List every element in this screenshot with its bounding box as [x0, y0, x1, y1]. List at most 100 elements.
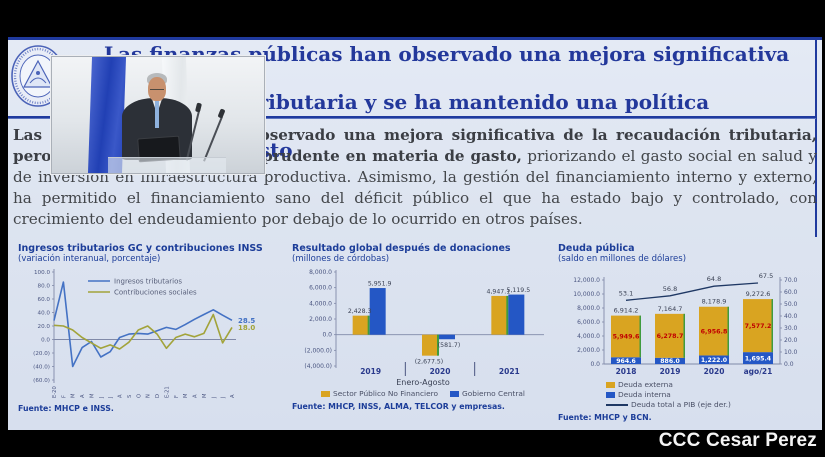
y-tick-label: (40.0)	[33, 365, 50, 371]
x-tick-label: M	[183, 394, 189, 398]
chart3-subtitle: (saldo en millones de dólares)	[558, 254, 687, 264]
x-category-label: ago/21	[744, 367, 773, 376]
bar-deuda-externa	[611, 315, 641, 358]
legend-swatch	[450, 390, 460, 397]
legend-label: Contribuciones sociales	[114, 289, 197, 297]
total-value-label: 7,164.7	[658, 305, 683, 313]
bar-edge	[727, 306, 729, 356]
bar-value-label: 5,119.5	[507, 287, 531, 294]
total-value-label: 8,178.9	[702, 298, 727, 306]
chart1-subtitle: (variación interanual, porcentaje)	[18, 254, 161, 264]
speaker-video-overlay	[51, 56, 265, 174]
chart2-plot: 8,000.0 6,000.0 4,000.0 2,000.0 0.0 (2,000.0)…	[304, 269, 544, 376]
total-value-label: 9,272.6	[746, 290, 771, 298]
chart-deuda-publica: Deuda pública (saldo en millones de dóla…	[558, 243, 824, 422]
y-tick-label: 4,000.0	[309, 300, 332, 307]
y-tick-label-left: 4,000.0	[577, 333, 600, 340]
camera-credit-watermark: CCC Cesar Perez	[658, 430, 817, 451]
legend-label: Deuda interna	[618, 390, 671, 399]
x-tick-label: E-21	[164, 386, 170, 398]
legend-item: Deuda externa	[606, 380, 673, 389]
legend-swatch	[321, 390, 331, 397]
chart2-source: Fuente: MHCP, INSS, ALMA, TELCOR y empre…	[292, 402, 505, 411]
bar-deuda-externa	[699, 306, 729, 356]
chart2-title: Resultado global después de donaciones	[292, 243, 511, 254]
x-tick-label: O	[136, 394, 142, 398]
chart2-subtitle: (millones de córdobas)	[292, 254, 390, 264]
x-tick-label: A	[193, 394, 199, 398]
chart-resultado-global: Resultado global después de donaciones (…	[292, 243, 554, 411]
y-tick-label: (60.0)	[33, 378, 50, 384]
chart3-title: Deuda pública	[558, 243, 635, 254]
legend-label: Gobierno Central	[462, 389, 525, 398]
line-value-label: 53.1	[619, 289, 633, 297]
y-tick-label: 6,000.0	[309, 285, 332, 292]
legend-label: Ingresos tributarios	[114, 278, 182, 286]
x-category-label: 2019	[660, 367, 681, 376]
bar-spnf	[491, 295, 508, 335]
x-tick-label: A	[80, 394, 86, 398]
bar-value-label: 2,428.3	[348, 308, 372, 315]
x-tick-label: F	[61, 395, 67, 398]
y-tick-label: 60.0	[38, 297, 51, 303]
series-end-label: 18.0	[238, 324, 255, 332]
y-tick-label-right: 30.0	[784, 325, 798, 332]
slide-right-rule	[815, 39, 817, 237]
x-category-label: 2021	[499, 367, 520, 376]
y-tick-label-left: 8,000.0	[577, 305, 600, 312]
bar-edge	[367, 315, 370, 335]
speaker-glasses	[150, 86, 164, 90]
legend-swatch	[606, 403, 628, 406]
legend-item: Deuda total a PIB (eje der.)	[606, 400, 731, 409]
x-category-label: 2020	[430, 367, 451, 376]
slide-top-rule	[8, 37, 822, 40]
x-category-label: 2019	[360, 367, 381, 376]
bar-spnf	[352, 315, 369, 335]
x-tick-label: A	[118, 394, 124, 398]
bar-gc	[508, 294, 525, 335]
x-tick-label: J	[211, 396, 217, 399]
y-tick-label: 40.0	[38, 311, 51, 317]
y-tick-label-right: 0.0	[784, 361, 794, 368]
interna-value-label: 964.6	[616, 358, 636, 365]
y-tick-label: 8,000.0	[309, 269, 332, 276]
bar-value-label: (581.7)	[438, 342, 461, 349]
chart3-plot: 12,000.0 10,000.0 8,000.0 6,000.0 4,000.0 2,0…	[573, 272, 798, 376]
bar-value-label: 5,951.9	[368, 281, 392, 288]
series-line	[53, 313, 233, 350]
x-tick-label: F	[174, 395, 180, 398]
chart2-xlabel: Enero-Agosto	[396, 378, 450, 387]
series-end-label: 28.5	[238, 317, 255, 325]
bar-deuda-externa	[743, 299, 773, 353]
bar-deuda-externa	[655, 313, 685, 358]
chart3-legend: Deuda externa Deuda interna Deuda total a …	[606, 380, 824, 409]
presentation-slide: Las finanzas públicas han observado una …	[8, 37, 822, 430]
x-tick-label: J	[221, 396, 227, 399]
y-tick-label-left: 0.0	[590, 361, 600, 368]
x-tick-label: D	[155, 394, 161, 398]
legend-swatch	[606, 381, 615, 388]
x-tick-label: J	[99, 396, 105, 399]
y-tick-label-right: 40.0	[784, 313, 798, 320]
body-regular-text: priorizando el gasto social en salud y d…	[13, 147, 817, 228]
x-tick-label: S	[127, 395, 133, 398]
y-tick-label: 20.0	[38, 324, 51, 330]
line-value-label: 67.5	[759, 272, 773, 280]
y-tick-label-left: 6,000.0	[577, 319, 600, 326]
y-tick-label: 0.0	[41, 338, 50, 344]
legend-label: Deuda total a PIB (eje der.)	[631, 400, 731, 409]
legend-item: Sector Público No Financiero	[321, 389, 438, 398]
chart1-source: Fuente: MHCP e INSS.	[18, 404, 114, 413]
y-tick-label-left: 12,000.0	[573, 277, 600, 284]
y-tick-label-left: 10,000.0	[573, 291, 600, 298]
bar-deuda-interna	[655, 357, 685, 364]
bar-edge	[639, 315, 641, 358]
bar-gc	[369, 288, 386, 335]
bar-gc	[439, 334, 455, 340]
y-tick-label: (20.0)	[33, 351, 50, 357]
bar-edge	[683, 313, 685, 358]
x-tick-label: M	[89, 394, 95, 398]
y-tick-label-right: 10.0	[784, 349, 798, 356]
x-tick-label: M	[202, 394, 208, 398]
